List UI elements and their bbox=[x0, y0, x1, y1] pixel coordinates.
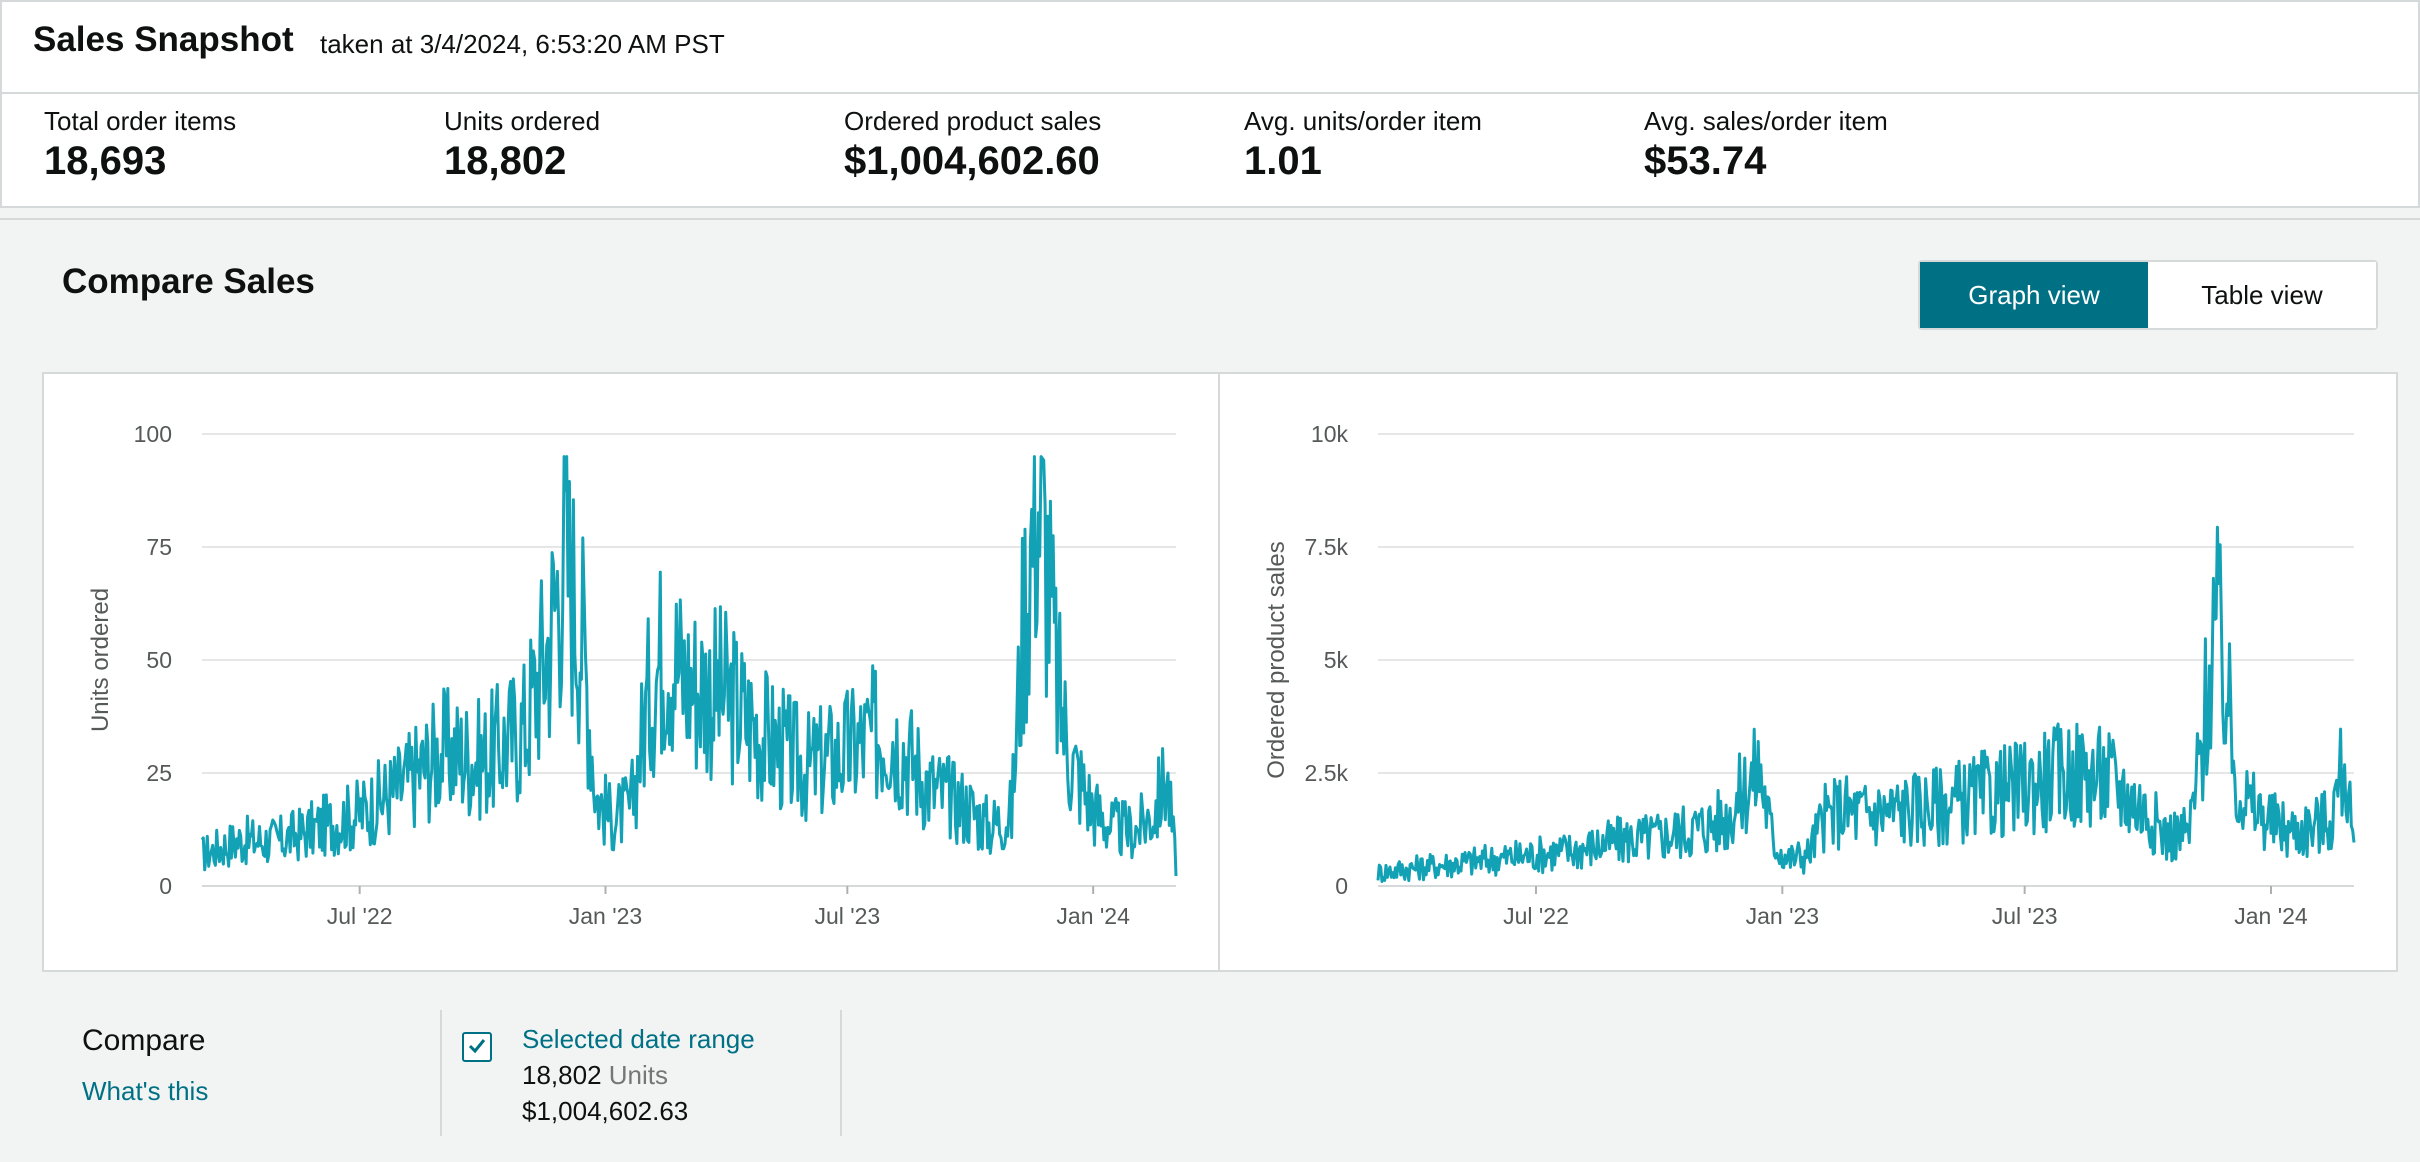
metric-label: Avg. sales/order item bbox=[1644, 106, 1888, 136]
metric-value: $1,004,602.60 bbox=[844, 139, 1100, 183]
x-tick-label: Jan '24 bbox=[2234, 903, 2308, 929]
x-tick-label: Jul '22 bbox=[327, 903, 393, 929]
y-tick-label: 7.5k bbox=[1305, 534, 1349, 560]
metric-avg-sales-per-order-item: Avg. sales/order item $53.74 bbox=[1644, 106, 1888, 184]
metric-value: $53.74 bbox=[1644, 139, 1767, 183]
snapshot-timestamp: taken at 3/4/2024, 6:53:20 AM PST bbox=[320, 29, 725, 59]
table-view-button[interactable]: Table view bbox=[2148, 262, 2376, 328]
x-tick-label: Jan '23 bbox=[569, 903, 642, 929]
whats-this-link[interactable]: What's this bbox=[82, 1076, 209, 1106]
compare-sales-panel: Compare Sales Graph view Table view 0 25 5… bbox=[0, 218, 2420, 1160]
footer-divider bbox=[440, 1010, 442, 1136]
metric-avg-units-per-order-item: Avg. units/order item 1.01 bbox=[1244, 106, 1482, 184]
metric-label: Avg. units/order item bbox=[1244, 106, 1482, 136]
snapshot-header: Sales Snapshot taken at 3/4/2024, 6:53:2… bbox=[2, 2, 2418, 94]
metric-label: Ordered product sales bbox=[844, 106, 1102, 136]
selected-date-range-checkbox[interactable] bbox=[462, 1032, 492, 1062]
y-tick-label: 5k bbox=[1324, 647, 1349, 673]
units-word: Units bbox=[608, 1060, 669, 1090]
chart-divider bbox=[1218, 374, 1220, 970]
metric-value: 1.01 bbox=[1244, 139, 1322, 183]
units-ordered-chart: 0 25 50 75 100 Jul '22 Jan '23 Jul '23 Jan '24 Un… bbox=[87, 421, 1178, 929]
y-tick-label: 0 bbox=[159, 873, 172, 899]
graph-view-button[interactable]: Graph view bbox=[1920, 262, 2148, 328]
compare-label: Compare bbox=[82, 1024, 206, 1057]
metric-label: Units ordered bbox=[444, 106, 601, 136]
y-tick-label: 0 bbox=[1335, 873, 1348, 899]
y-tick-label: 10k bbox=[1311, 421, 1349, 447]
units-value: 18,802 bbox=[522, 1060, 602, 1090]
metric-units-ordered: Units ordered 18,802 bbox=[444, 106, 600, 184]
metric-total-order-items: Total order items 18,693 bbox=[44, 106, 236, 184]
metric-label: Total order items bbox=[44, 106, 237, 136]
y-tick-label: 75 bbox=[146, 534, 172, 560]
metric-ordered-product-sales: Ordered product sales $1,004,602.60 bbox=[844, 106, 1101, 184]
selected-date-range-label: Selected date range bbox=[522, 1024, 755, 1054]
y-tick-label: 50 bbox=[146, 647, 172, 673]
metric-value: 18,802 bbox=[444, 139, 567, 183]
metric-value: 18,693 bbox=[44, 139, 167, 183]
selected-range-units: 18,802 Units bbox=[522, 1060, 668, 1091]
snapshot-title: Sales Snapshot bbox=[33, 20, 294, 59]
y-axis-title: Ordered product sales bbox=[1263, 541, 1290, 778]
sales-snapshot-panel: Sales Snapshot taken at 3/4/2024, 6:53:2… bbox=[0, 0, 2420, 208]
y-tick-label: 25 bbox=[146, 760, 172, 786]
compare-sales-title: Compare Sales bbox=[62, 262, 315, 301]
footer-divider bbox=[840, 1010, 842, 1136]
view-toggle: Graph view Table view bbox=[1918, 260, 2378, 330]
selected-range-sales: $1,004,602.63 bbox=[522, 1096, 689, 1126]
x-tick-label: Jul '22 bbox=[1503, 903, 1569, 929]
compare-footer: Compare What's this Selected date range … bbox=[0, 990, 2420, 1162]
y-tick-label: 100 bbox=[134, 421, 172, 447]
checkmark-icon bbox=[468, 1039, 486, 1054]
charts-container: 0 25 50 75 100 Jul '22 Jan '23 Jul '23 Jan '24 Un… bbox=[42, 372, 2398, 972]
x-tick-label: Jul '23 bbox=[1992, 903, 2058, 929]
series-line bbox=[1376, 525, 2356, 883]
series-line bbox=[200, 455, 1178, 877]
x-tick-label: Jul '23 bbox=[814, 903, 880, 929]
y-tick-label: 2.5k bbox=[1305, 760, 1349, 786]
x-tick-label: Jan '24 bbox=[1056, 903, 1130, 929]
y-axis-title: Units ordered bbox=[87, 588, 114, 732]
x-tick-label: Jan '23 bbox=[1746, 903, 1819, 929]
ordered-product-sales-chart: 0 2.5k 5k 7.5k 10k Jul '22 Jan '23 Jul '23 Jan '… bbox=[1263, 421, 2356, 929]
